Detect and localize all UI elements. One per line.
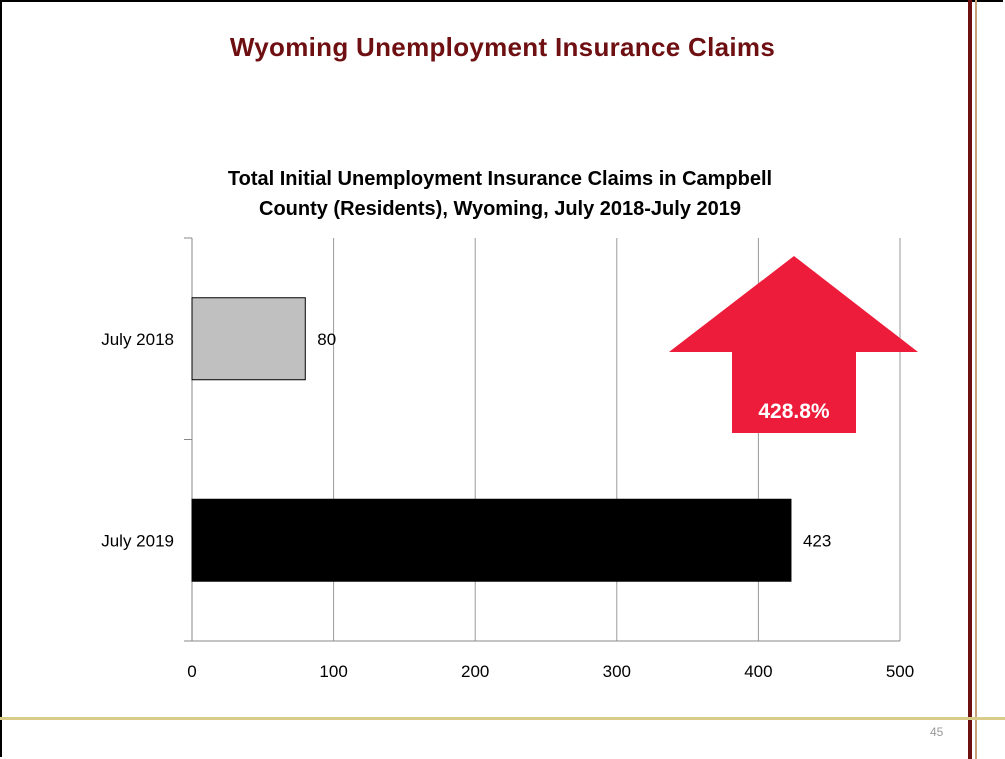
footer-divider [0,717,1005,720]
x-tick-label: 200 [461,662,489,681]
x-tick-label: 400 [744,662,772,681]
chart-title-line-1: Total Initial Unemployment Insurance Cla… [227,168,773,190]
bar [191,297,306,381]
x-tick-label: 100 [319,662,347,681]
annotation-label: 428.8% [758,400,830,423]
chart-title-line-2: County (Residents), Wyoming, July 2018-J… [259,198,741,220]
page-number: 45 [930,725,944,739]
up-arrow-icon [669,256,918,433]
category-label: July 2019 [101,531,174,550]
x-tick-label: 300 [603,662,631,681]
data-label: 423 [803,531,831,550]
x-tick-label: 500 [886,662,914,681]
slide-title: Wyoming Unemployment Insurance Claims [229,32,776,62]
chart-title: Total Initial Unemployment Insurance Cla… [140,164,860,224]
right-accent-bar [968,0,972,759]
bar [191,498,792,582]
x-tick-label: 0 [187,662,196,681]
category-label: July 2018 [101,330,174,349]
data-label: 80 [317,330,336,349]
right-accent-bar-light [975,0,977,759]
